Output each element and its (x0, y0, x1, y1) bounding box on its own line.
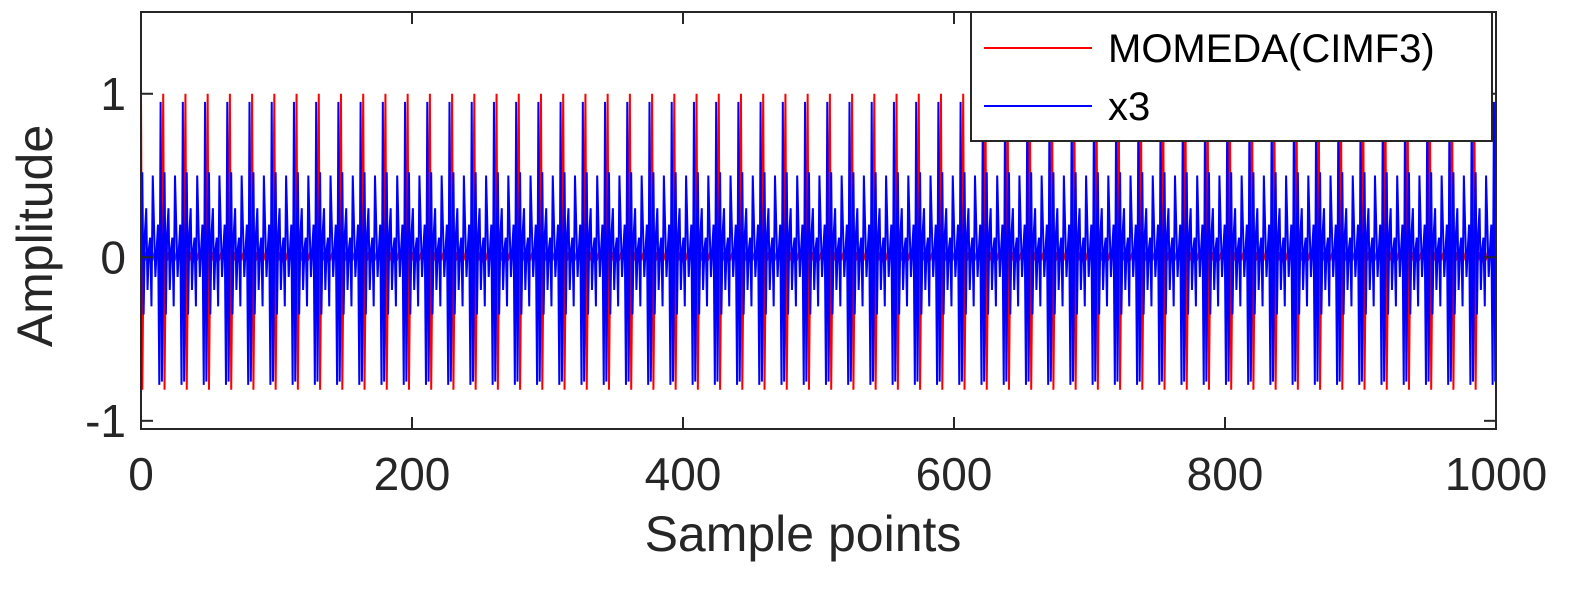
series-layer (141, 93, 1496, 390)
x-tick-label: 800 (1187, 448, 1264, 500)
legend-label-momeda: MOMEDA(CIMF3) (1108, 27, 1435, 71)
y-tick-label: -1 (85, 395, 126, 447)
y-axis-label: Amplitude (7, 125, 63, 347)
series-line-x3 (141, 101, 1496, 385)
plot-frame (140, 11, 1497, 430)
x-axis: 0 200 400 600 800 1000 (128, 12, 1547, 500)
legend-label-x3: x3 (1108, 85, 1150, 129)
legend-box (970, 11, 1493, 142)
x-tick-label: 600 (916, 448, 993, 500)
x-tick-label: 200 (374, 448, 451, 500)
y-tick-label: 0 (100, 231, 126, 283)
x-tick-label: 400 (645, 448, 722, 500)
x-axis-label: Sample points (645, 506, 962, 562)
legend: MOMEDA(CIMF3) x3 (970, 11, 1493, 142)
y-tick-label: 1 (100, 68, 126, 120)
x-tick-label: 1000 (1445, 448, 1547, 500)
y-axis: -1 0 1 (85, 68, 1496, 447)
plot-area (140, 11, 1497, 430)
x-tick-label: 0 (128, 448, 154, 500)
